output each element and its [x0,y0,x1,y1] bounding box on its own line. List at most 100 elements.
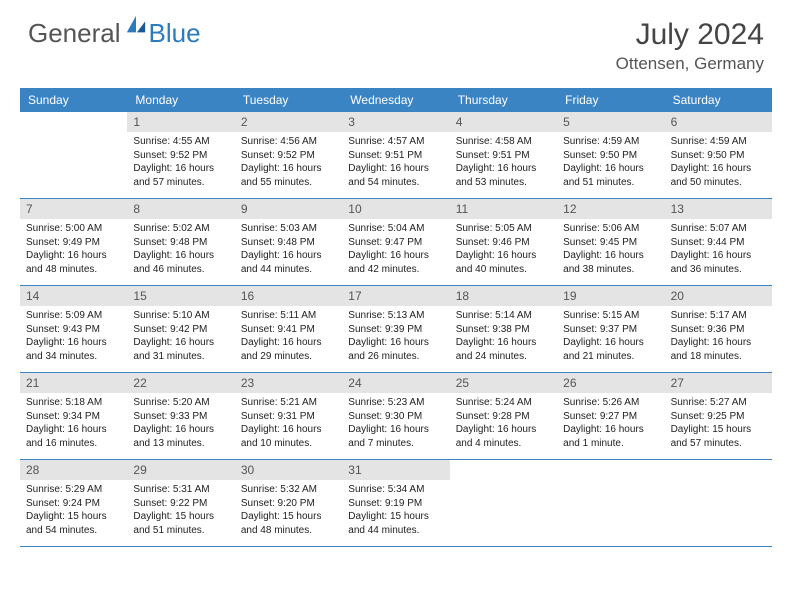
calendar-cell: 31Sunrise: 5:34 AMSunset: 9:19 PMDayligh… [342,460,449,546]
calendar-week: 7Sunrise: 5:00 AMSunset: 9:49 PMDaylight… [20,199,772,286]
brand-sail-icon [125,14,147,36]
day-number: 19 [557,286,664,306]
calendar-cell: 15Sunrise: 5:10 AMSunset: 9:42 PMDayligh… [127,286,234,372]
calendar-cell: 22Sunrise: 5:20 AMSunset: 9:33 PMDayligh… [127,373,234,459]
calendar-cell: 20Sunrise: 5:17 AMSunset: 9:36 PMDayligh… [665,286,772,372]
day-header: Friday [557,88,664,112]
day-headers-row: SundayMondayTuesdayWednesdayThursdayFrid… [20,88,772,112]
day-info: Sunrise: 5:18 AMSunset: 9:34 PMDaylight:… [20,393,127,454]
day-number: 15 [127,286,234,306]
calendar-cell: 18Sunrise: 5:14 AMSunset: 9:38 PMDayligh… [450,286,557,372]
calendar-body: 1Sunrise: 4:55 AMSunset: 9:52 PMDaylight… [20,112,772,547]
day-number: 28 [20,460,127,480]
calendar-cell: 8Sunrise: 5:02 AMSunset: 9:48 PMDaylight… [127,199,234,285]
day-info: Sunrise: 5:02 AMSunset: 9:48 PMDaylight:… [127,219,234,280]
day-header: Sunday [20,88,127,112]
calendar-week: 28Sunrise: 5:29 AMSunset: 9:24 PMDayligh… [20,460,772,547]
day-info: Sunrise: 4:56 AMSunset: 9:52 PMDaylight:… [235,132,342,193]
day-number: 5 [557,112,664,132]
day-number: 29 [127,460,234,480]
day-number: 16 [235,286,342,306]
day-number: 13 [665,199,772,219]
calendar-cell: 28Sunrise: 5:29 AMSunset: 9:24 PMDayligh… [20,460,127,546]
day-info: Sunrise: 5:15 AMSunset: 9:37 PMDaylight:… [557,306,664,367]
day-info: Sunrise: 5:32 AMSunset: 9:20 PMDaylight:… [235,480,342,541]
calendar-week: 14Sunrise: 5:09 AMSunset: 9:43 PMDayligh… [20,286,772,373]
calendar-cell [20,112,127,198]
day-number: 24 [342,373,449,393]
day-number: 11 [450,199,557,219]
calendar-cell: 29Sunrise: 5:31 AMSunset: 9:22 PMDayligh… [127,460,234,546]
calendar-cell: 23Sunrise: 5:21 AMSunset: 9:31 PMDayligh… [235,373,342,459]
day-info: Sunrise: 4:59 AMSunset: 9:50 PMDaylight:… [665,132,772,193]
day-info: Sunrise: 5:23 AMSunset: 9:30 PMDaylight:… [342,393,449,454]
calendar: SundayMondayTuesdayWednesdayThursdayFrid… [20,88,772,547]
day-info: Sunrise: 5:20 AMSunset: 9:33 PMDaylight:… [127,393,234,454]
day-info: Sunrise: 5:14 AMSunset: 9:38 PMDaylight:… [450,306,557,367]
day-header: Saturday [665,88,772,112]
calendar-cell: 9Sunrise: 5:03 AMSunset: 9:48 PMDaylight… [235,199,342,285]
day-info: Sunrise: 5:05 AMSunset: 9:46 PMDaylight:… [450,219,557,280]
calendar-week: 21Sunrise: 5:18 AMSunset: 9:34 PMDayligh… [20,373,772,460]
calendar-week: 1Sunrise: 4:55 AMSunset: 9:52 PMDaylight… [20,112,772,199]
day-number: 21 [20,373,127,393]
day-number: 22 [127,373,234,393]
day-number: 3 [342,112,449,132]
calendar-cell: 6Sunrise: 4:59 AMSunset: 9:50 PMDaylight… [665,112,772,198]
calendar-cell: 4Sunrise: 4:58 AMSunset: 9:51 PMDaylight… [450,112,557,198]
day-info: Sunrise: 4:59 AMSunset: 9:50 PMDaylight:… [557,132,664,193]
calendar-cell: 3Sunrise: 4:57 AMSunset: 9:51 PMDaylight… [342,112,449,198]
day-info: Sunrise: 5:24 AMSunset: 9:28 PMDaylight:… [450,393,557,454]
calendar-cell [665,460,772,546]
calendar-cell: 27Sunrise: 5:27 AMSunset: 9:25 PMDayligh… [665,373,772,459]
calendar-cell: 2Sunrise: 4:56 AMSunset: 9:52 PMDaylight… [235,112,342,198]
day-number: 14 [20,286,127,306]
calendar-cell: 30Sunrise: 5:32 AMSunset: 9:20 PMDayligh… [235,460,342,546]
calendar-cell: 19Sunrise: 5:15 AMSunset: 9:37 PMDayligh… [557,286,664,372]
day-info: Sunrise: 4:57 AMSunset: 9:51 PMDaylight:… [342,132,449,193]
calendar-cell: 5Sunrise: 4:59 AMSunset: 9:50 PMDaylight… [557,112,664,198]
day-header: Wednesday [342,88,449,112]
day-number: 9 [235,199,342,219]
brand-part1: General [28,18,121,49]
day-info: Sunrise: 5:00 AMSunset: 9:49 PMDaylight:… [20,219,127,280]
day-info: Sunrise: 5:34 AMSunset: 9:19 PMDaylight:… [342,480,449,541]
day-info: Sunrise: 5:31 AMSunset: 9:22 PMDaylight:… [127,480,234,541]
day-number: 17 [342,286,449,306]
calendar-cell: 25Sunrise: 5:24 AMSunset: 9:28 PMDayligh… [450,373,557,459]
brand-logo: General Blue [28,18,201,49]
day-number: 10 [342,199,449,219]
day-info: Sunrise: 5:21 AMSunset: 9:31 PMDaylight:… [235,393,342,454]
calendar-cell: 13Sunrise: 5:07 AMSunset: 9:44 PMDayligh… [665,199,772,285]
day-info: Sunrise: 5:06 AMSunset: 9:45 PMDaylight:… [557,219,664,280]
day-header: Tuesday [235,88,342,112]
day-info: Sunrise: 4:58 AMSunset: 9:51 PMDaylight:… [450,132,557,193]
day-number: 1 [127,112,234,132]
day-number: 8 [127,199,234,219]
month-title: July 2024 [616,18,764,52]
day-header: Monday [127,88,234,112]
page-header: General Blue July 2024 Ottensen, Germany [0,0,792,82]
day-number: 18 [450,286,557,306]
calendar-cell: 14Sunrise: 5:09 AMSunset: 9:43 PMDayligh… [20,286,127,372]
day-number: 6 [665,112,772,132]
day-info: Sunrise: 5:03 AMSunset: 9:48 PMDaylight:… [235,219,342,280]
day-number: 26 [557,373,664,393]
day-info: Sunrise: 5:07 AMSunset: 9:44 PMDaylight:… [665,219,772,280]
day-number: 31 [342,460,449,480]
day-number: 23 [235,373,342,393]
day-number: 2 [235,112,342,132]
day-info: Sunrise: 5:27 AMSunset: 9:25 PMDaylight:… [665,393,772,454]
day-number: 4 [450,112,557,132]
location-label: Ottensen, Germany [616,54,764,74]
calendar-cell: 11Sunrise: 5:05 AMSunset: 9:46 PMDayligh… [450,199,557,285]
day-number: 30 [235,460,342,480]
calendar-cell: 7Sunrise: 5:00 AMSunset: 9:49 PMDaylight… [20,199,127,285]
day-info: Sunrise: 5:09 AMSunset: 9:43 PMDaylight:… [20,306,127,367]
calendar-cell: 26Sunrise: 5:26 AMSunset: 9:27 PMDayligh… [557,373,664,459]
calendar-cell: 24Sunrise: 5:23 AMSunset: 9:30 PMDayligh… [342,373,449,459]
calendar-cell: 12Sunrise: 5:06 AMSunset: 9:45 PMDayligh… [557,199,664,285]
day-info: Sunrise: 5:13 AMSunset: 9:39 PMDaylight:… [342,306,449,367]
calendar-cell: 1Sunrise: 4:55 AMSunset: 9:52 PMDaylight… [127,112,234,198]
calendar-cell: 10Sunrise: 5:04 AMSunset: 9:47 PMDayligh… [342,199,449,285]
